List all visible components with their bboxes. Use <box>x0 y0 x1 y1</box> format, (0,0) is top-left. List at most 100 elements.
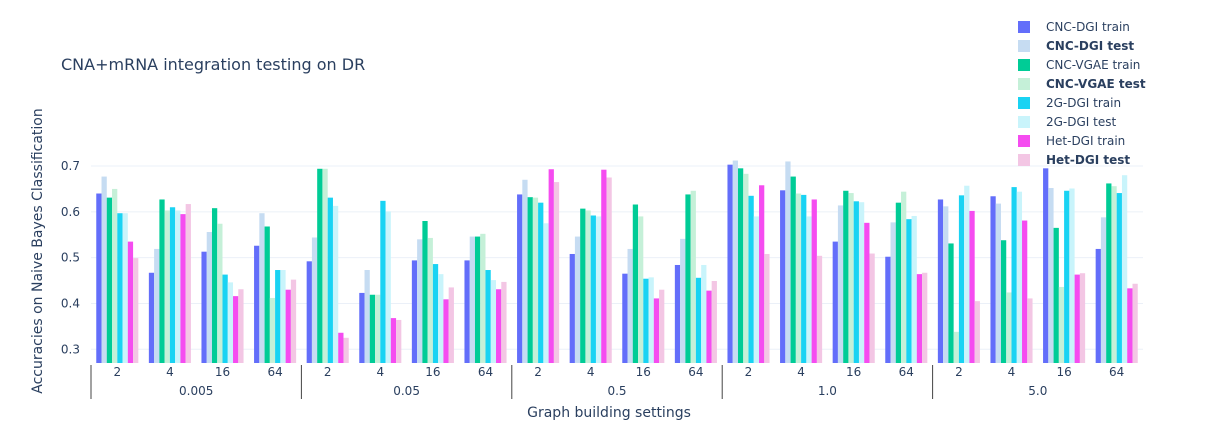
x-tick-label: 16 <box>636 365 651 379</box>
x-tick-label: 4 <box>797 365 805 379</box>
bar <box>169 207 176 363</box>
legend-swatch <box>1018 39 1030 52</box>
bar <box>885 256 891 363</box>
bar <box>175 210 181 363</box>
y-tick-label: 0.3 <box>61 342 80 356</box>
bar <box>685 194 691 363</box>
legend-item[interactable]: CNC-DGI train <box>1018 17 1146 36</box>
bar <box>1064 190 1070 363</box>
bar <box>180 214 186 363</box>
bars <box>96 160 1138 363</box>
bar <box>659 289 665 363</box>
bar <box>1058 286 1065 363</box>
bar <box>280 270 286 363</box>
y-gridlines <box>91 165 1143 350</box>
bar <box>106 197 113 363</box>
bar <box>306 261 312 363</box>
bar <box>969 210 975 363</box>
bar <box>953 331 959 363</box>
y-tick-label: 0.5 <box>61 251 80 265</box>
bar <box>1095 248 1101 363</box>
bar <box>759 185 765 363</box>
legend-item[interactable]: 2G-DGI test <box>1018 112 1146 131</box>
bar <box>474 236 481 363</box>
legend-item[interactable]: CNC-DGI test <box>1018 36 1146 55</box>
legend-item[interactable]: Het-DGI test <box>1018 150 1146 169</box>
bar <box>469 236 475 363</box>
bar <box>1100 217 1107 363</box>
bar <box>848 193 854 363</box>
bar <box>385 211 391 363</box>
bar <box>743 173 749 363</box>
bar <box>748 195 754 363</box>
bar <box>496 289 502 363</box>
x-tick-label: 2 <box>955 365 963 379</box>
bar <box>890 222 896 363</box>
x-tick-label: 16 <box>425 365 440 379</box>
legend-item[interactable]: 2G-DGI train <box>1018 93 1146 112</box>
bar <box>127 241 134 363</box>
x-tick-label: 64 <box>267 365 282 379</box>
bar <box>1116 193 1122 363</box>
x-group-label: 0.5 <box>607 384 626 398</box>
bar <box>417 239 423 363</box>
bar <box>148 272 155 363</box>
bar <box>653 298 660 363</box>
bar <box>432 264 439 363</box>
legend-swatch <box>1018 77 1030 90</box>
bar <box>233 296 239 363</box>
bar <box>569 253 575 363</box>
bar <box>164 210 170 363</box>
bar <box>517 194 523 363</box>
bar <box>958 195 965 363</box>
bar <box>227 282 234 363</box>
bar <box>632 204 639 363</box>
bar <box>964 185 970 363</box>
bar <box>285 289 291 363</box>
bar <box>701 264 707 363</box>
bar <box>269 297 276 363</box>
bar <box>443 299 449 363</box>
bar <box>737 168 744 363</box>
bar <box>627 248 633 363</box>
legend-swatch <box>1018 58 1030 71</box>
bar <box>112 188 118 363</box>
legend-item[interactable]: CNC-VGAE test <box>1018 74 1146 93</box>
legend: CNC-DGI train CNC-DGI test CNC-VGAE train C… <box>1018 17 1146 169</box>
x-tick-label: 2 <box>113 365 121 379</box>
bar <box>422 221 428 363</box>
bar <box>606 177 612 363</box>
x-group-label: 0.005 <box>179 384 213 398</box>
bar <box>590 215 596 363</box>
bar <box>695 277 702 363</box>
bar <box>275 270 281 363</box>
legend-item[interactable]: Het-DGI train <box>1018 131 1146 150</box>
bar <box>480 233 486 363</box>
bar <box>264 226 270 363</box>
bar <box>101 176 107 363</box>
bar <box>553 182 560 363</box>
bar <box>238 289 244 363</box>
x-tick-label: 64 <box>1109 365 1124 379</box>
bar <box>538 202 544 363</box>
bar <box>1022 220 1028 363</box>
x-tick-label: 2 <box>534 365 542 379</box>
bar <box>690 190 696 363</box>
bar <box>901 191 907 363</box>
bar <box>638 216 644 363</box>
bar <box>117 213 123 363</box>
bar <box>201 251 207 363</box>
bar <box>785 161 791 363</box>
legend-item[interactable]: CNC-VGAE train <box>1018 55 1146 74</box>
bar <box>485 270 491 363</box>
bar <box>290 279 297 363</box>
x-tick-label: 16 <box>846 365 861 379</box>
bar <box>990 196 996 363</box>
x-group-label: 0.05 <box>393 384 420 398</box>
bar <box>96 193 102 363</box>
bar <box>343 337 349 363</box>
bar <box>427 237 433 363</box>
bar <box>133 258 139 363</box>
bar <box>922 272 928 363</box>
bar <box>727 164 733 363</box>
